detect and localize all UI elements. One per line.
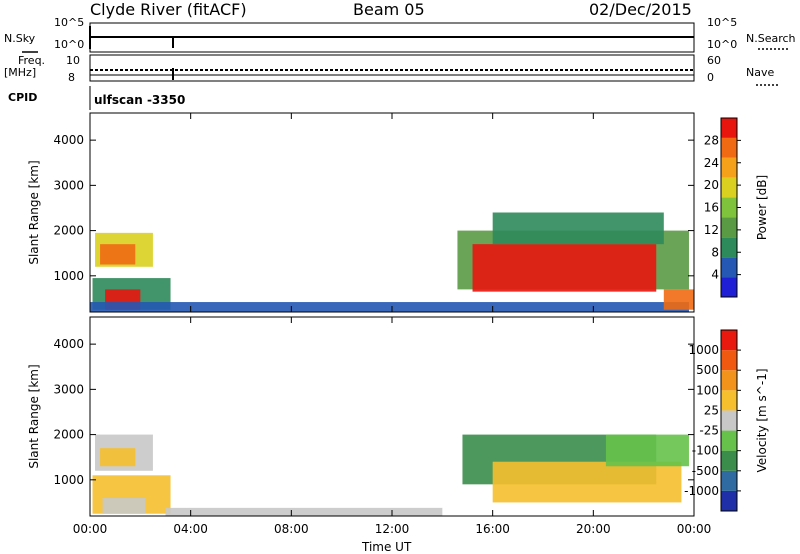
- data-region-8: [663, 289, 694, 310]
- colorbar-segment: [721, 137, 737, 158]
- x-tick-label: 12:00: [375, 522, 410, 536]
- colorbar-segment: [721, 350, 737, 371]
- colorbar-tick-label: -25: [699, 424, 719, 438]
- data-region-6: [472, 244, 657, 292]
- nsky-label: N.Sky: [4, 32, 36, 45]
- velocity-panel: 00:00 04:00 08:00 12:00 16:00 20:00 00:00 1000 2…: [27, 316, 769, 536]
- data-region-4: [90, 302, 689, 312]
- y-axis-label: Slant Range [km]: [27, 364, 41, 468]
- y-tick-label: 2000: [53, 224, 84, 238]
- colorbar-tick-label: 1000: [688, 343, 719, 357]
- noise-left-tick-top: 10^5: [54, 16, 85, 29]
- colorbar-segment: [721, 410, 737, 431]
- cpid-value: ulfscan -3350: [94, 93, 186, 107]
- y-tick-label: 1000: [53, 473, 84, 487]
- data-region-7: [492, 212, 664, 245]
- colorbar-tick-label: 8: [711, 245, 719, 259]
- data-region-6: [492, 461, 682, 503]
- colorbar-tick-label: 24: [704, 156, 719, 170]
- colorbar-segment: [721, 237, 737, 258]
- colorbar-tick-label: 4: [711, 268, 719, 282]
- colorbar-frame: [720, 329, 738, 512]
- y-tick-label: 3000: [53, 382, 84, 396]
- colorbar-segment: [721, 370, 737, 391]
- colorbar-segment: [721, 197, 737, 218]
- colorbar-segment: [721, 490, 737, 511]
- freq-left-tick-top: 10: [66, 54, 80, 67]
- y-tick-label: 4000: [53, 133, 84, 147]
- colorbar-segment: [721, 257, 737, 278]
- colorbar-label: Power [dB]: [755, 175, 769, 240]
- noise-right-tick-top: 10^5: [707, 16, 738, 29]
- data-region-1: [100, 448, 136, 467]
- date-title: 02/Dec/2015: [589, 0, 692, 19]
- colorbar-segment: [721, 217, 737, 238]
- colorbar-tick-label: 12: [704, 223, 719, 237]
- colorbar-segment: [721, 330, 737, 351]
- colorbar-segment: [721, 277, 737, 297]
- colorbar-tick-label: 100: [696, 383, 719, 397]
- x-tick-label: 04:00: [173, 522, 208, 536]
- y-tick-label: 2000: [53, 428, 84, 442]
- nsearch-label: N.Search: [746, 32, 796, 45]
- freq-right-tick-top: 60: [707, 54, 721, 67]
- nave-label: Nave: [746, 66, 775, 79]
- colorbar-tick-label: 20: [704, 178, 719, 192]
- x-axis-label: Time UT: [362, 540, 412, 554]
- colorbar-tick-label: 25: [704, 403, 719, 417]
- colorbar-segment: [721, 157, 737, 178]
- beam-title: Beam 05: [353, 0, 425, 19]
- freq-label: Freq.: [18, 54, 46, 67]
- power-panel: 1000 2000 3000 4000 Slant Range [km] 4 8 12 16 20…: [27, 112, 769, 313]
- x-tick-label: 00:00: [677, 522, 712, 536]
- x-tick-label: 00:00: [73, 522, 108, 536]
- colorbar-segment: [721, 390, 737, 411]
- colorbar-tick-label: 16: [704, 201, 719, 215]
- data-region-3: [102, 497, 146, 514]
- colorbar-segment: [721, 430, 737, 451]
- y-tick-label: 3000: [53, 178, 84, 192]
- x-tick-label: 08:00: [274, 522, 309, 536]
- x-tick-label: 16:00: [475, 522, 510, 536]
- colorbar-tick-label: -100: [692, 444, 719, 458]
- station-title: Clyde River (fitACF): [90, 0, 247, 19]
- colorbar-tick-label: 28: [704, 133, 719, 147]
- colorbar-segment: [721, 118, 737, 138]
- freq-strip-frame: [89, 54, 695, 82]
- cpid-label: CPID: [8, 91, 38, 104]
- colorbar-tick-label: 500: [696, 363, 719, 377]
- freq-right-tick-bottom: 0: [707, 71, 714, 84]
- y-tick-label: 1000: [53, 269, 84, 283]
- freq-unit-label: [MHz]: [4, 66, 37, 79]
- y-axis-label: Slant Range [km]: [27, 160, 41, 264]
- colorbar-label: Velocity [m s^-1]: [755, 368, 769, 472]
- noise-left-tick-bottom: 10^0: [54, 38, 85, 51]
- colorbar-segment: [721, 450, 737, 471]
- colorbar-segment: [721, 470, 737, 491]
- colorbar-tick-label: -500: [692, 464, 719, 478]
- data-region-1: [100, 244, 136, 265]
- colorbar-tick-label: -1000: [684, 484, 719, 498]
- y-tick-label: 4000: [53, 337, 84, 351]
- x-tick-label: 20:00: [576, 522, 611, 536]
- freq-left-tick-bottom: 8: [68, 71, 75, 84]
- data-region-7: [605, 434, 689, 467]
- colorbar-segment: [721, 177, 737, 198]
- noise-right-tick-bottom: 10^0: [707, 38, 738, 51]
- data-region-4: [165, 507, 443, 516]
